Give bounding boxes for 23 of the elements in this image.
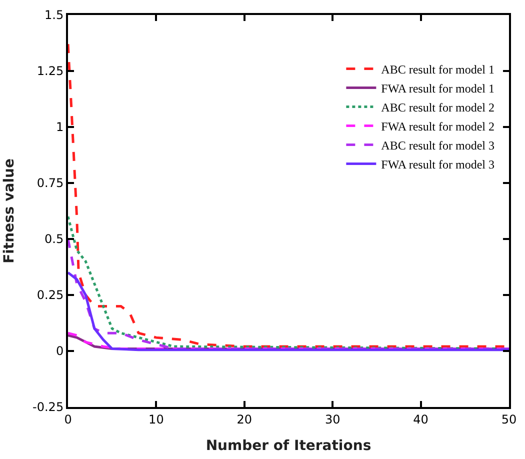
legend-label: ABC result for model 2 (381, 100, 495, 114)
x-tick-label: 20 (236, 412, 252, 426)
legend-label: ABC result for model 1 (381, 62, 495, 76)
x-axis-title: Number of Iterations (206, 438, 372, 454)
x-tick-label: 30 (324, 412, 340, 426)
line-series (68, 271, 509, 352)
legend-label: FWA result for model 1 (381, 81, 495, 96)
y-axis-title: Fitness value (2, 158, 18, 264)
y-tick-label: 0.5 (44, 232, 64, 246)
y-tick-label: 1 (56, 120, 64, 134)
y-tick-label: 1.25 (36, 64, 64, 78)
y-tick-label: 0 (56, 344, 64, 358)
legend-label: ABC result for model 3 (381, 138, 495, 152)
x-tick-label: 50 (501, 412, 517, 426)
legend-label: FWA result for model 2 (381, 119, 495, 134)
x-tick-label: 10 (148, 412, 164, 426)
y-tick-label: -0.25 (32, 400, 64, 414)
y-tick-label: 0.25 (36, 288, 64, 302)
line-series (68, 238, 509, 350)
legend-label: FWA result for model 3 (381, 157, 495, 172)
y-tick-label: 1.5 (44, 8, 64, 22)
y-tick-label: 0.75 (36, 176, 64, 190)
x-tick-label: 40 (413, 412, 428, 426)
